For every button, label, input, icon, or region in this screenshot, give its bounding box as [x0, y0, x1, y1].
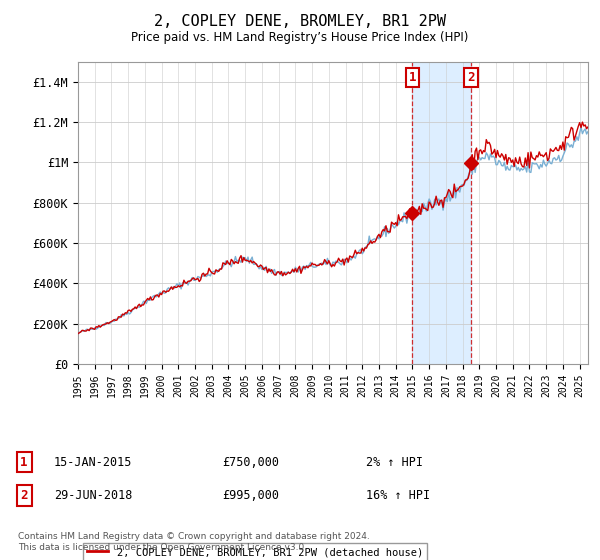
Text: 15-JAN-2015: 15-JAN-2015	[54, 455, 133, 469]
Text: 16% ↑ HPI: 16% ↑ HPI	[366, 489, 430, 502]
Text: £995,000: £995,000	[222, 489, 279, 502]
Legend: 2, COPLEY DENE, BROMLEY, BR1 2PW (detached house), HPI: Average price, detached : 2, COPLEY DENE, BROMLEY, BR1 2PW (detach…	[83, 543, 427, 560]
Text: £750,000: £750,000	[222, 455, 279, 469]
Text: Price paid vs. HM Land Registry’s House Price Index (HPI): Price paid vs. HM Land Registry’s House …	[131, 31, 469, 44]
Text: 1: 1	[20, 455, 28, 469]
Text: 29-JUN-2018: 29-JUN-2018	[54, 489, 133, 502]
Bar	[412, 62, 471, 364]
Text: 2, COPLEY DENE, BROMLEY, BR1 2PW: 2, COPLEY DENE, BROMLEY, BR1 2PW	[154, 14, 446, 29]
Text: 2: 2	[20, 489, 28, 502]
Text: 2% ↑ HPI: 2% ↑ HPI	[366, 455, 423, 469]
Text: 2: 2	[467, 71, 475, 83]
Text: 1: 1	[409, 71, 416, 83]
Text: Contains HM Land Registry data © Crown copyright and database right 2024.
This d: Contains HM Land Registry data © Crown c…	[18, 532, 370, 552]
